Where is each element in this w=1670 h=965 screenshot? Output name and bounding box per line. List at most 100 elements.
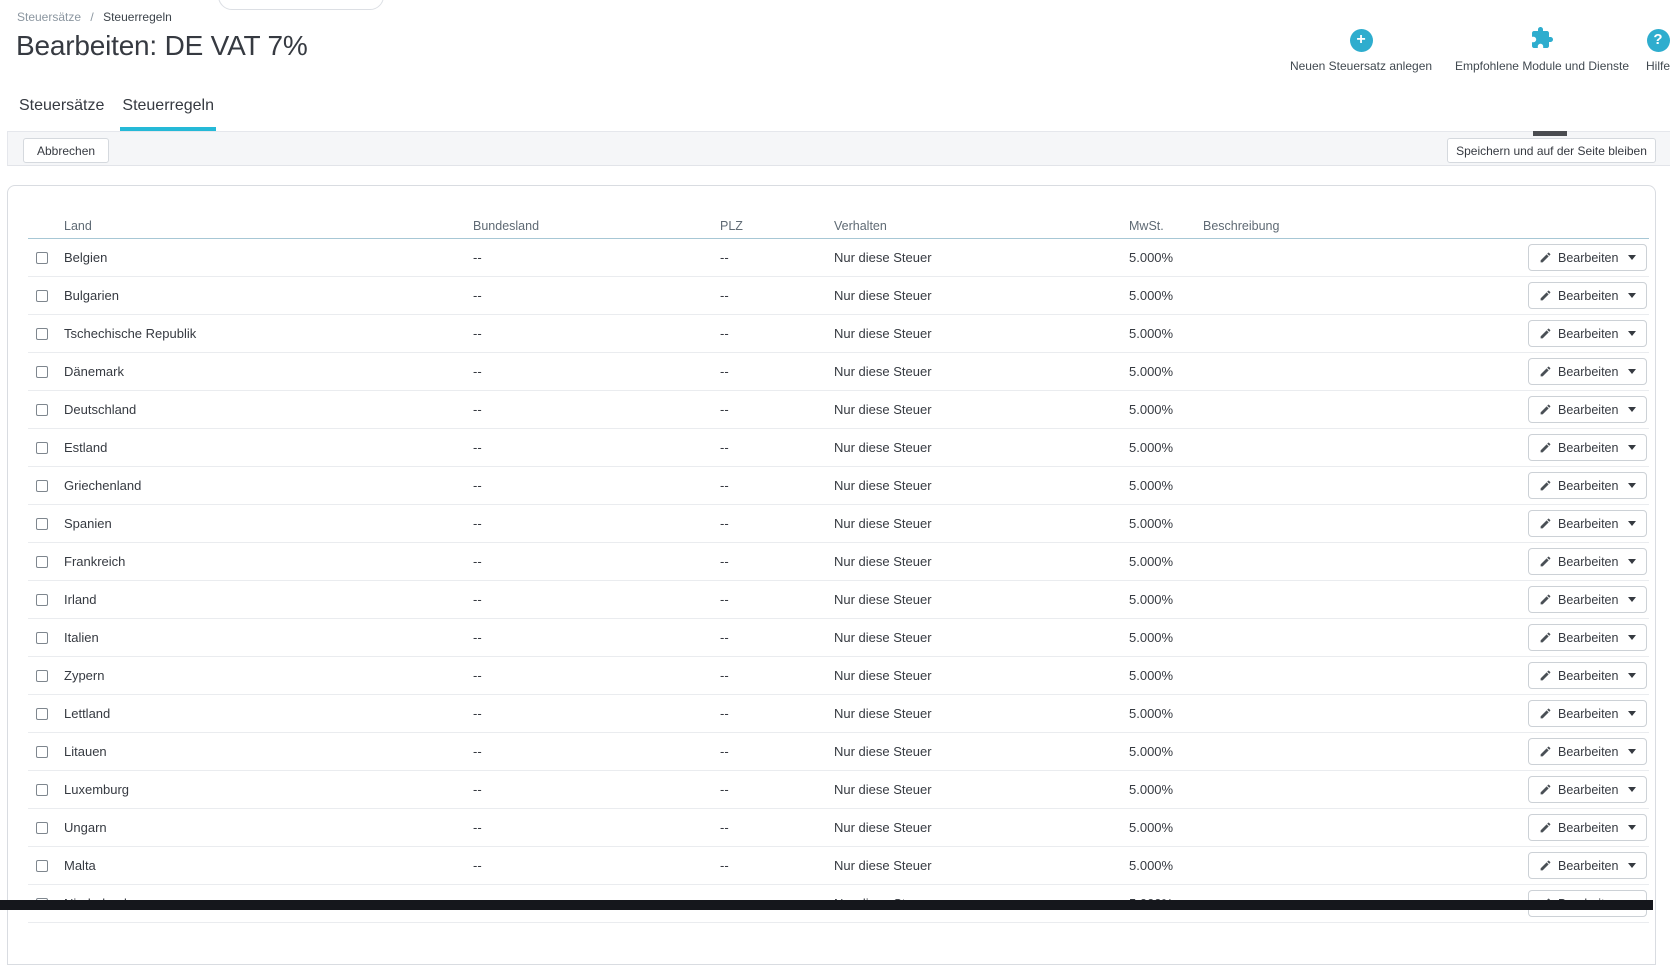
row-checkbox[interactable]	[36, 670, 48, 682]
edit-button[interactable]: Bearbeiten	[1528, 548, 1647, 575]
edit-button[interactable]: Bearbeiten	[1528, 282, 1647, 309]
table-row: Zypern -- -- Nur diese Steuer 5.000% Bea…	[28, 657, 1649, 695]
tab-steuersaetze[interactable]: Steuersätze	[19, 97, 105, 114]
table-row: Belgien -- -- Nur diese Steuer 5.000% Be…	[28, 239, 1649, 277]
edit-button[interactable]: Bearbeiten	[1528, 852, 1647, 879]
edit-button[interactable]: Bearbeiten	[1528, 358, 1647, 385]
header-action-new-tax-rate[interactable]: Neuen Steuersatz anlegen	[1283, 28, 1439, 73]
cell-bundesland: --	[473, 630, 482, 645]
cell-plz: --	[720, 364, 729, 379]
row-checkbox[interactable]	[36, 518, 48, 530]
chevron-down-icon[interactable]	[1628, 597, 1636, 602]
chevron-down-icon[interactable]	[1628, 825, 1636, 830]
edit-button-label: Bearbeiten	[1558, 364, 1619, 379]
chevron-down-icon[interactable]	[1628, 255, 1636, 260]
edit-button[interactable]: Bearbeiten	[1528, 510, 1647, 537]
tab-steuerregeln[interactable]: Steuerregeln	[120, 97, 217, 131]
cell-plz: --	[720, 592, 729, 607]
chevron-down-icon[interactable]	[1628, 787, 1636, 792]
edit-button[interactable]: Bearbeiten	[1528, 586, 1647, 613]
chevron-down-icon[interactable]	[1628, 673, 1636, 678]
chevron-down-icon[interactable]	[1628, 863, 1636, 868]
edit-button[interactable]: Bearbeiten	[1528, 738, 1647, 765]
edit-button[interactable]: Bearbeiten	[1528, 396, 1647, 423]
edit-button-label: Bearbeiten	[1558, 250, 1619, 265]
table-row: Luxemburg -- -- Nur diese Steuer 5.000% …	[28, 771, 1649, 809]
chevron-down-icon[interactable]	[1628, 749, 1636, 754]
cell-plz: --	[720, 402, 729, 417]
row-checkbox[interactable]	[36, 632, 48, 644]
cell-mwst: 5.000%	[1129, 668, 1174, 683]
chevron-down-icon[interactable]	[1628, 331, 1636, 336]
breadcrumb-item-steuerregeln[interactable]: Steuerregeln	[103, 10, 172, 24]
row-checkbox[interactable]	[36, 290, 48, 302]
row-checkbox[interactable]	[36, 328, 48, 340]
edit-button[interactable]: Bearbeiten	[1528, 244, 1647, 271]
pencil-icon	[1540, 632, 1551, 643]
chevron-down-icon[interactable]	[1628, 293, 1636, 298]
edit-button[interactable]: Bearbeiten	[1528, 662, 1647, 689]
chevron-down-icon[interactable]	[1628, 407, 1636, 412]
pencil-icon	[1540, 366, 1551, 377]
row-checkbox[interactable]	[36, 252, 48, 264]
row-checkbox[interactable]	[36, 746, 48, 758]
table-row: Italien -- -- Nur diese Steuer 5.000% Be…	[28, 619, 1649, 657]
breadcrumb-item-steuersaetze[interactable]: Steuersätze	[17, 10, 82, 24]
cell-plz: --	[720, 326, 729, 341]
table-row: Irland -- -- Nur diese Steuer 5.000% Bea…	[28, 581, 1649, 619]
pencil-icon	[1540, 442, 1551, 453]
cell-plz: --	[720, 820, 729, 835]
row-checkbox[interactable]	[36, 404, 48, 416]
edit-button[interactable]: Bearbeiten	[1528, 320, 1647, 347]
column-header-mwst: MwSt.	[1129, 219, 1164, 233]
chevron-down-icon[interactable]	[1628, 559, 1636, 564]
row-checkbox[interactable]	[36, 480, 48, 492]
header-action-help[interactable]: Hilfe	[1630, 28, 1670, 73]
page-title: Bearbeiten: DE VAT 7%	[16, 30, 308, 61]
pencil-icon	[1540, 594, 1551, 605]
chevron-down-icon[interactable]	[1628, 521, 1636, 526]
edit-button[interactable]: Bearbeiten	[1528, 624, 1647, 651]
pencil-icon	[1540, 252, 1551, 263]
edit-button-label: Bearbeiten	[1558, 288, 1619, 303]
chevron-down-icon[interactable]	[1628, 711, 1636, 716]
cancel-button[interactable]: Abbrechen	[23, 138, 110, 163]
cell-mwst: 5.000%	[1129, 364, 1174, 379]
row-checkbox[interactable]	[36, 860, 48, 872]
edit-button[interactable]: Bearbeiten	[1528, 700, 1647, 727]
row-checkbox[interactable]	[36, 822, 48, 834]
row-checkbox[interactable]	[36, 366, 48, 378]
cell-plz: --	[720, 630, 729, 645]
row-checkbox[interactable]	[36, 708, 48, 720]
edit-button[interactable]: Bearbeiten	[1528, 776, 1647, 803]
header-action-label: Neuen Steuersatz anlegen	[1289, 59, 1433, 73]
column-header-plz: PLZ	[720, 219, 743, 233]
header-action-label: Empfohlene Module und Dienste	[1454, 59, 1630, 73]
edit-button-label: Bearbeiten	[1558, 668, 1619, 683]
save-and-stay-button[interactable]: Speichern und auf der Seite bleiben	[1447, 138, 1656, 163]
row-checkbox[interactable]	[36, 594, 48, 606]
chevron-down-icon[interactable]	[1628, 483, 1636, 488]
row-checkbox[interactable]	[36, 556, 48, 568]
cell-bundesland: --	[473, 820, 482, 835]
row-checkbox[interactable]	[36, 784, 48, 796]
edit-button[interactable]: Bearbeiten	[1528, 472, 1647, 499]
chevron-down-icon[interactable]	[1628, 369, 1636, 374]
bottom-dark-bar	[0, 900, 1653, 910]
search-input-remnant[interactable]	[218, 0, 384, 10]
cell-land: Griechenland	[64, 478, 142, 493]
cell-mwst: 5.000%	[1129, 592, 1174, 607]
cell-land: Belgien	[64, 250, 108, 265]
table-row: Tschechische Republik -- -- Nur diese St…	[28, 315, 1649, 353]
edit-button-label: Bearbeiten	[1558, 326, 1619, 341]
edit-button[interactable]: Bearbeiten	[1528, 434, 1647, 461]
chevron-down-icon[interactable]	[1628, 635, 1636, 640]
cell-bundesland: --	[473, 516, 482, 531]
chevron-down-icon[interactable]	[1628, 445, 1636, 450]
edit-button-label: Bearbeiten	[1558, 440, 1619, 455]
cell-plz: --	[720, 782, 729, 797]
header-action-recommended-modules[interactable]: Empfohlene Module und Dienste	[1444, 26, 1640, 73]
row-checkbox[interactable]	[36, 442, 48, 454]
edit-button[interactable]: Bearbeiten	[1528, 814, 1647, 841]
cell-land: Zypern	[64, 668, 105, 683]
